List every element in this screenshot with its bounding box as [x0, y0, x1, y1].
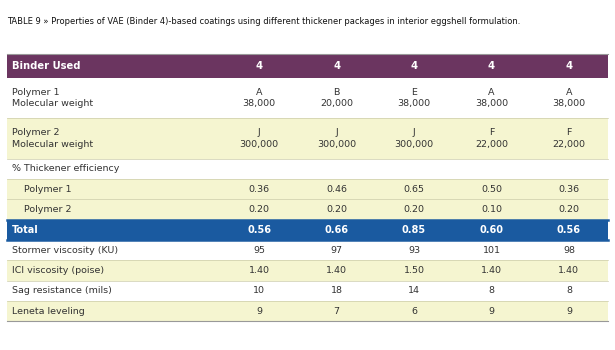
Text: E
38,000: E 38,000 [397, 88, 430, 108]
Text: J
300,000: J 300,000 [394, 128, 434, 149]
Text: F
22,000: F 22,000 [475, 128, 508, 149]
Text: 101: 101 [483, 246, 501, 255]
Text: Polymer 2
Molecular weight: Polymer 2 Molecular weight [12, 128, 93, 149]
Bar [7, 159, 608, 179]
Text: 0.85: 0.85 [402, 225, 426, 235]
Text: 9: 9 [566, 307, 572, 316]
Text: 0.65: 0.65 [403, 185, 424, 194]
Text: Binder Used: Binder Used [12, 61, 81, 71]
Text: Polymer 2: Polymer 2 [12, 205, 72, 214]
Text: 98: 98 [563, 246, 575, 255]
Text: 0.20: 0.20 [248, 205, 270, 214]
Text: 0.56: 0.56 [557, 225, 581, 235]
Text: 4: 4 [565, 61, 573, 71]
Text: 0.36: 0.36 [558, 185, 579, 194]
Text: 1.40: 1.40 [248, 266, 270, 275]
Text: ICI viscosity (poise): ICI viscosity (poise) [12, 266, 105, 275]
Bar [7, 199, 608, 220]
Bar [7, 179, 608, 200]
Text: 0.66: 0.66 [325, 225, 349, 235]
Text: J
300,000: J 300,000 [317, 128, 356, 149]
Text: 8: 8 [488, 286, 494, 295]
Text: 7: 7 [333, 307, 339, 316]
Text: Sag resistance (mils): Sag resistance (mils) [12, 286, 112, 295]
Text: TABLE 9 » Properties of VAE (Binder 4)-based coatings using different thickener : TABLE 9 » Properties of VAE (Binder 4)-b… [7, 18, 521, 27]
Text: 0.10: 0.10 [481, 205, 502, 214]
Text: A
38,000: A 38,000 [243, 88, 276, 108]
Text: 4: 4 [410, 61, 418, 71]
Text: B
20,000: B 20,000 [320, 88, 353, 108]
Bar [7, 281, 608, 301]
Text: 1.40: 1.40 [558, 266, 579, 275]
Bar [7, 260, 608, 281]
Text: 95: 95 [253, 246, 265, 255]
Text: 10: 10 [253, 286, 265, 295]
Text: Leneta leveling: Leneta leveling [12, 307, 85, 316]
Text: 0.20: 0.20 [558, 205, 579, 214]
Bar [7, 240, 608, 260]
Text: 97: 97 [331, 246, 343, 255]
Text: 0.50: 0.50 [481, 185, 502, 194]
Text: 18: 18 [331, 286, 343, 295]
Bar [7, 54, 608, 78]
Text: 9: 9 [488, 307, 494, 316]
Text: 93: 93 [408, 246, 420, 255]
Text: Total: Total [12, 225, 39, 235]
Text: 6: 6 [411, 307, 417, 316]
Text: 0.36: 0.36 [248, 185, 270, 194]
Text: 1.40: 1.40 [326, 266, 347, 275]
Text: % Thickener efficiency: % Thickener efficiency [12, 164, 120, 174]
Text: A
38,000: A 38,000 [475, 88, 508, 108]
Text: Polymer 1
Molecular weight: Polymer 1 Molecular weight [12, 88, 93, 108]
Bar [7, 78, 608, 118]
Bar [7, 220, 608, 240]
Text: 0.46: 0.46 [326, 185, 347, 194]
Text: Polymer 1: Polymer 1 [12, 185, 72, 194]
Text: 4: 4 [256, 61, 263, 71]
Text: 0.56: 0.56 [247, 225, 271, 235]
Text: 4: 4 [333, 61, 340, 71]
Text: 9: 9 [256, 307, 262, 316]
Text: 0.20: 0.20 [326, 205, 347, 214]
Text: Stormer viscosity (KU): Stormer viscosity (KU) [12, 246, 119, 255]
Text: 1.50: 1.50 [403, 266, 424, 275]
Text: 8: 8 [566, 286, 572, 295]
Text: 4: 4 [488, 61, 495, 71]
Text: 0.60: 0.60 [480, 225, 504, 235]
Text: 14: 14 [408, 286, 420, 295]
Text: J
300,000: J 300,000 [240, 128, 279, 149]
Text: A
38,000: A 38,000 [552, 88, 585, 108]
Bar [7, 118, 608, 159]
Text: F
22,000: F 22,000 [552, 128, 585, 149]
Text: 1.40: 1.40 [481, 266, 502, 275]
Text: 0.20: 0.20 [403, 205, 424, 214]
Bar [7, 301, 608, 321]
